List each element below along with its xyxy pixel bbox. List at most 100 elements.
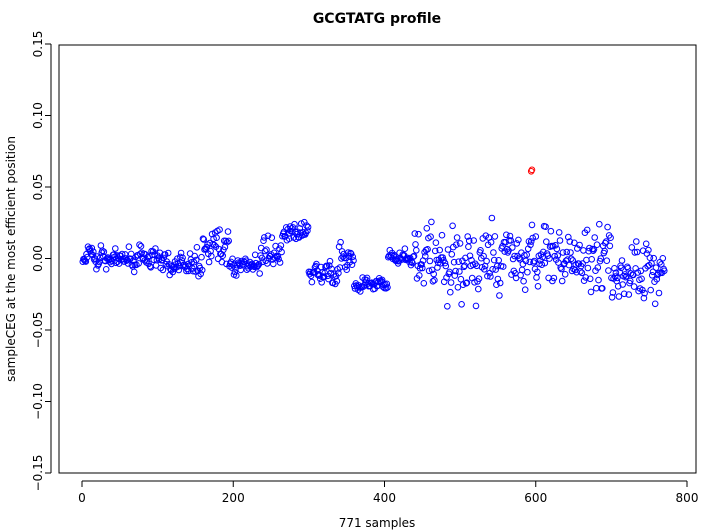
data-point bbox=[343, 266, 351, 274]
data-point bbox=[308, 278, 316, 286]
data-point bbox=[225, 237, 232, 245]
data-point bbox=[259, 258, 267, 266]
data-point bbox=[199, 235, 207, 242]
data-point bbox=[594, 264, 602, 271]
data-point bbox=[319, 269, 326, 276]
data-point bbox=[222, 237, 229, 245]
data-point bbox=[401, 245, 409, 252]
data-point bbox=[567, 249, 574, 256]
data-point bbox=[276, 245, 283, 252]
data-point bbox=[496, 292, 503, 299]
data-point bbox=[602, 238, 610, 245]
data-point bbox=[192, 256, 200, 264]
data-point bbox=[490, 256, 498, 264]
data-point bbox=[580, 247, 587, 254]
data-point bbox=[313, 260, 320, 268]
data-point bbox=[431, 276, 438, 284]
y-tick-label: −0.15 bbox=[31, 455, 45, 492]
data-point bbox=[487, 273, 494, 280]
data-point bbox=[127, 250, 135, 258]
data-point bbox=[516, 256, 524, 263]
data-point bbox=[200, 236, 208, 243]
data-point bbox=[135, 260, 142, 267]
data-point bbox=[193, 244, 201, 251]
y-axis-label: sampleCEG at the most efficient position bbox=[4, 136, 18, 382]
data-point bbox=[608, 294, 616, 301]
data-point bbox=[254, 262, 262, 269]
y-axis: −0.15 −0.10 −0.05 0.00 0.05 0.10 0.15 bbox=[31, 31, 52, 492]
data-point bbox=[475, 275, 483, 283]
data-point bbox=[420, 280, 428, 287]
data-point bbox=[611, 265, 618, 272]
x-tick-label: 800 bbox=[676, 491, 699, 505]
data-point bbox=[441, 259, 449, 267]
data-point bbox=[257, 244, 265, 252]
data-point bbox=[82, 258, 90, 265]
data-point bbox=[640, 294, 648, 302]
data-point bbox=[325, 275, 332, 283]
data-point bbox=[456, 240, 464, 247]
data-point bbox=[528, 221, 536, 229]
y-tick-label: −0.05 bbox=[31, 312, 45, 349]
data-point bbox=[506, 232, 514, 240]
data-point bbox=[525, 238, 533, 245]
data-point bbox=[382, 285, 390, 292]
data-point bbox=[529, 234, 537, 242]
data-point bbox=[645, 246, 652, 254]
data-point bbox=[588, 256, 596, 263]
data-point bbox=[579, 260, 586, 267]
data-point bbox=[509, 244, 516, 251]
data-point bbox=[415, 230, 422, 238]
data-point bbox=[487, 238, 495, 246]
y-tick-label: 0.15 bbox=[31, 31, 45, 58]
x-tick-label: 600 bbox=[524, 491, 547, 505]
data-point bbox=[470, 237, 478, 244]
data-point bbox=[492, 266, 500, 273]
data-point bbox=[457, 275, 465, 283]
data-point bbox=[326, 257, 334, 265]
data-point bbox=[475, 285, 482, 293]
data-point bbox=[146, 263, 154, 270]
data-point bbox=[556, 237, 564, 244]
data-point bbox=[273, 253, 281, 261]
data-point bbox=[546, 255, 553, 262]
data-point bbox=[523, 251, 531, 259]
data-point bbox=[455, 258, 462, 266]
data-point bbox=[304, 223, 312, 231]
data-point bbox=[481, 266, 488, 273]
data-point bbox=[112, 245, 119, 252]
y-tick-label: 0.00 bbox=[31, 245, 45, 272]
data-point bbox=[601, 247, 608, 255]
data-point bbox=[466, 252, 474, 260]
data-point bbox=[205, 258, 213, 266]
data-point bbox=[533, 274, 540, 281]
data-point bbox=[584, 264, 592, 272]
data-point bbox=[551, 252, 559, 260]
data-point bbox=[638, 275, 645, 283]
data-point bbox=[419, 264, 426, 272]
data-point bbox=[651, 300, 659, 308]
data-point bbox=[456, 268, 463, 275]
data-point bbox=[620, 290, 628, 298]
data-point bbox=[416, 272, 423, 279]
data-point bbox=[489, 266, 496, 273]
data-point bbox=[444, 303, 451, 310]
data-point bbox=[569, 257, 577, 264]
data-point bbox=[233, 272, 240, 279]
x-axis-label: 771 samples bbox=[339, 516, 416, 530]
data-point bbox=[276, 259, 284, 266]
data-point bbox=[169, 268, 177, 276]
data-point bbox=[442, 262, 450, 270]
data-point bbox=[522, 257, 530, 265]
data-point bbox=[409, 253, 417, 261]
data-point bbox=[463, 279, 471, 287]
data-points bbox=[79, 214, 668, 310]
data-point bbox=[413, 247, 420, 254]
chart-title: GCGTATG profile bbox=[313, 11, 441, 27]
data-point bbox=[285, 235, 293, 242]
data-point bbox=[350, 257, 357, 264]
data-point bbox=[532, 233, 540, 240]
data-point bbox=[384, 284, 391, 291]
data-point bbox=[121, 251, 129, 258]
data-point bbox=[617, 264, 625, 272]
